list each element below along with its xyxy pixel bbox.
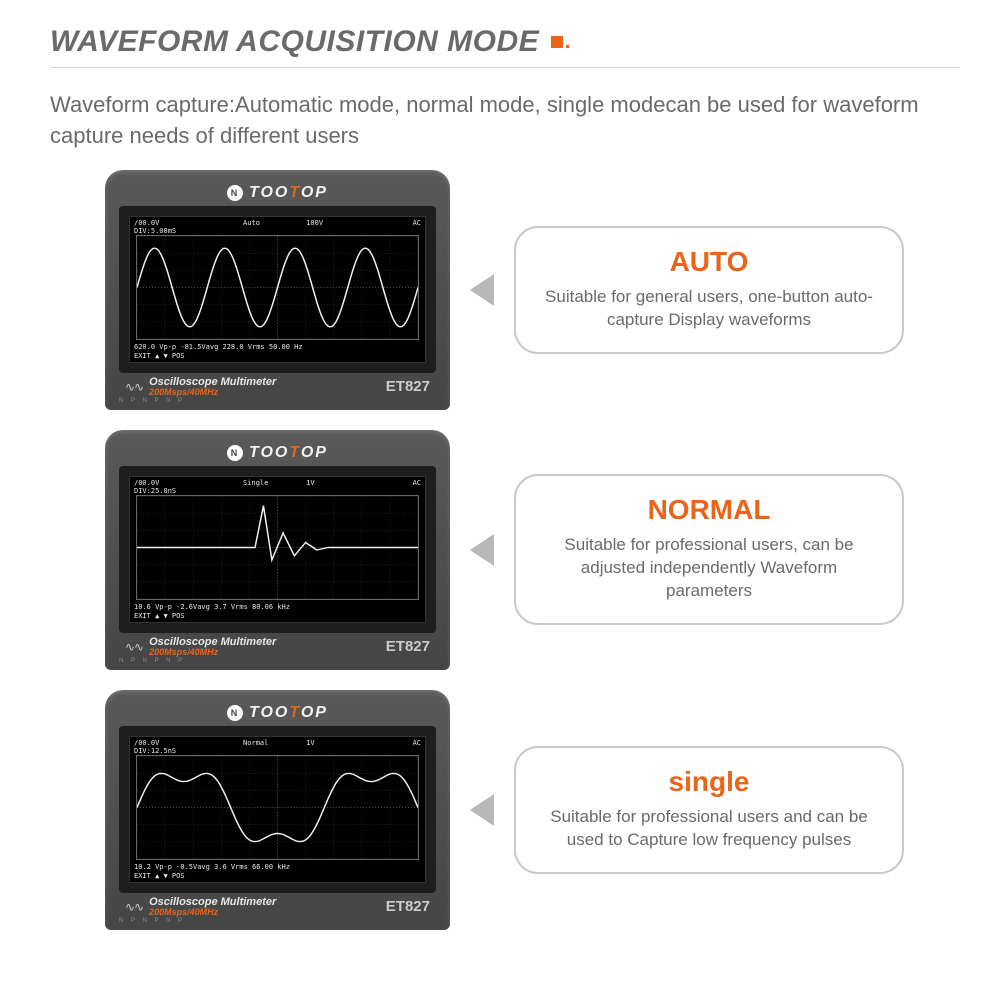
- device-title: Oscilloscope Multimeter: [149, 637, 276, 648]
- device-title: Oscilloscope Multimeter: [149, 377, 276, 388]
- oscilloscope-screen: /00.0VDIV:5.00mS Auto 100V AC 620.0 Vp-p…: [129, 216, 426, 363]
- mode-description: Suitable for professional users, can be …: [538, 534, 880, 603]
- device-footer: ∿∿ Oscilloscope Multimeter 200Msps/40MHz…: [119, 893, 436, 917]
- footer-ticks: N P N P N P: [119, 658, 436, 664]
- brand-logo-icon: N: [227, 705, 243, 721]
- arrow-left-icon: [470, 534, 494, 566]
- screen-frame: /00.0VDIV:25.0nS Single 1V AC 10.6 Vp-p …: [119, 466, 436, 633]
- arrow-left-icon: [470, 794, 494, 826]
- header: WAVEFORM ACQUISITION MODE: [50, 25, 960, 59]
- device-brand: N TOOTOP: [119, 180, 436, 206]
- screen-header: /00.0VDIV:25.0nS Single 1V AC: [134, 479, 421, 495]
- waveform-grid: [136, 235, 419, 340]
- footer-ticks: N P N P N P: [119, 398, 436, 404]
- oscilloscope-screen: /00.0VDIV:12.5nS Normal 1V AC 10.2 Vp-p …: [129, 736, 426, 883]
- waveform-grid: [136, 495, 419, 600]
- device-footer: ∿∿ Oscilloscope Multimeter 200Msps/40MHz…: [119, 633, 436, 657]
- wave-icon: ∿∿: [125, 640, 143, 654]
- wave-icon: ∿∿: [125, 900, 143, 914]
- device-brand: N TOOTOP: [119, 440, 436, 466]
- screen-header: /00.0VDIV:12.5nS Normal 1V AC: [134, 739, 421, 755]
- divider: [50, 67, 960, 68]
- device-model: ET827: [386, 638, 430, 655]
- screen-footer: 620.0 Vp-p -81.5Vavg 228.0 Vrms 50.00 Hz…: [134, 343, 421, 360]
- mode-card: AUTO Suitable for general users, one-but…: [514, 226, 904, 354]
- device-mockup: N TOOTOP /00.0VDIV:12.5nS Normal 1V AC 1…: [105, 690, 450, 930]
- device-spec: 200Msps/40MHz: [149, 648, 276, 657]
- device-spec: 200Msps/40MHz: [149, 908, 276, 917]
- screen-footer: 10.6 Vp-p -2.6Vavg 3.7 Vrms 80.06 kHz EX…: [134, 603, 421, 620]
- subtitle: Waveform capture:Automatic mode, normal …: [50, 90, 960, 152]
- brand-text: TOOTOP: [249, 184, 328, 202]
- mode-title: single: [538, 766, 880, 798]
- device-model: ET827: [386, 898, 430, 915]
- device-spec: 200Msps/40MHz: [149, 388, 276, 397]
- footer-ticks: N P N P N P: [119, 918, 436, 924]
- device-mockup: N TOOTOP /00.0VDIV:25.0nS Single 1V AC 1…: [105, 430, 450, 670]
- device-title: Oscilloscope Multimeter: [149, 897, 276, 908]
- mode-description: Suitable for general users, one-button a…: [538, 286, 880, 332]
- mode-row: N TOOTOP /00.0VDIV:12.5nS Normal 1V AC 1…: [105, 690, 960, 930]
- screen-frame: /00.0VDIV:5.00mS Auto 100V AC 620.0 Vp-p…: [119, 206, 436, 373]
- mode-title: NORMAL: [538, 494, 880, 526]
- mode-card: NORMAL Suitable for professional users, …: [514, 474, 904, 625]
- mode-description: Suitable for professional users and can …: [538, 806, 880, 852]
- wave-icon: ∿∿: [125, 380, 143, 394]
- title-accent-icon: [551, 36, 569, 48]
- brand-text: TOOTOP: [249, 444, 328, 462]
- screen-frame: /00.0VDIV:12.5nS Normal 1V AC 10.2 Vp-p …: [119, 726, 436, 893]
- mode-row: N TOOTOP /00.0VDIV:5.00mS Auto 100V AC 6…: [105, 170, 960, 410]
- mode-title: AUTO: [538, 246, 880, 278]
- arrow-left-icon: [470, 274, 494, 306]
- device-mockup: N TOOTOP /00.0VDIV:5.00mS Auto 100V AC 6…: [105, 170, 450, 410]
- screen-footer: 10.2 Vp-p -0.5Vavg 3.6 Vrms 66.00 kHz EX…: [134, 863, 421, 880]
- device-brand: N TOOTOP: [119, 700, 436, 726]
- page-title: WAVEFORM ACQUISITION MODE: [50, 25, 539, 59]
- mode-card: single Suitable for professional users a…: [514, 746, 904, 874]
- device-footer: ∿∿ Oscilloscope Multimeter 200Msps/40MHz…: [119, 373, 436, 397]
- brand-text: TOOTOP: [249, 704, 328, 722]
- brand-logo-icon: N: [227, 445, 243, 461]
- waveform-grid: [136, 755, 419, 860]
- mode-row: N TOOTOP /00.0VDIV:25.0nS Single 1V AC 1…: [105, 430, 960, 670]
- screen-header: /00.0VDIV:5.00mS Auto 100V AC: [134, 219, 421, 235]
- brand-logo-icon: N: [227, 185, 243, 201]
- device-model: ET827: [386, 378, 430, 395]
- oscilloscope-screen: /00.0VDIV:25.0nS Single 1V AC 10.6 Vp-p …: [129, 476, 426, 623]
